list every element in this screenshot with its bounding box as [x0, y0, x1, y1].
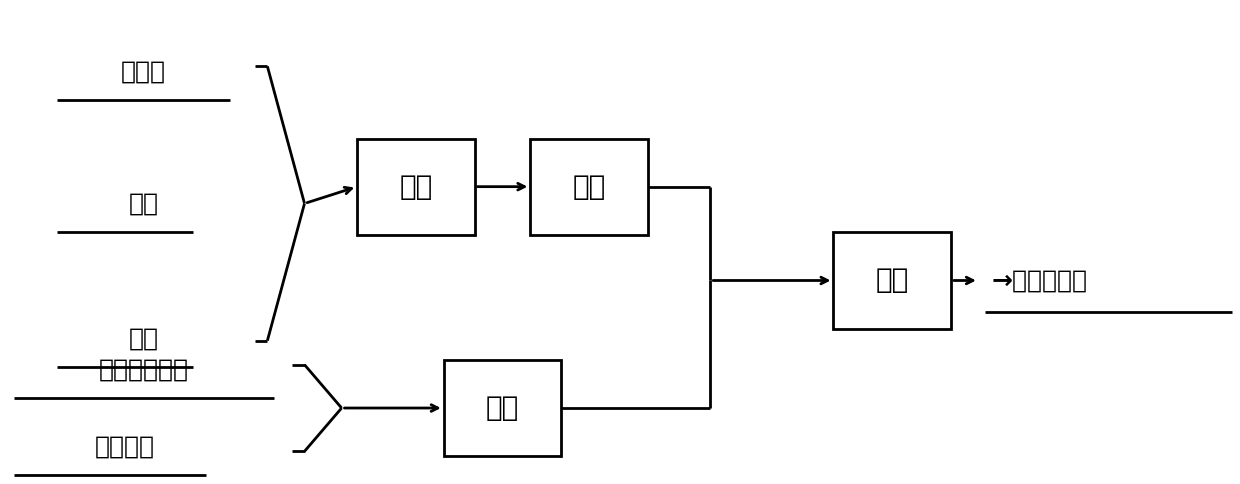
Text: 二混: 二混: [573, 173, 605, 201]
Text: →烧结混合料: →烧结混合料: [991, 269, 1087, 292]
Text: 三混: 三混: [875, 267, 909, 294]
Text: 剩余熔剂: 剩余熔剂: [95, 435, 155, 458]
Text: 燃料: 燃料: [129, 192, 159, 215]
Text: 剩余含铁原料: 剩余含铁原料: [99, 358, 188, 381]
Bar: [833, 232, 951, 329]
Bar: [444, 360, 562, 456]
Text: 一混: 一混: [399, 173, 433, 201]
Text: 熔剂: 熔剂: [129, 326, 159, 350]
Text: 铁矿粉: 铁矿粉: [122, 59, 166, 83]
Bar: [531, 138, 647, 235]
Bar: [357, 138, 475, 235]
Text: 一混: 一混: [486, 394, 520, 422]
